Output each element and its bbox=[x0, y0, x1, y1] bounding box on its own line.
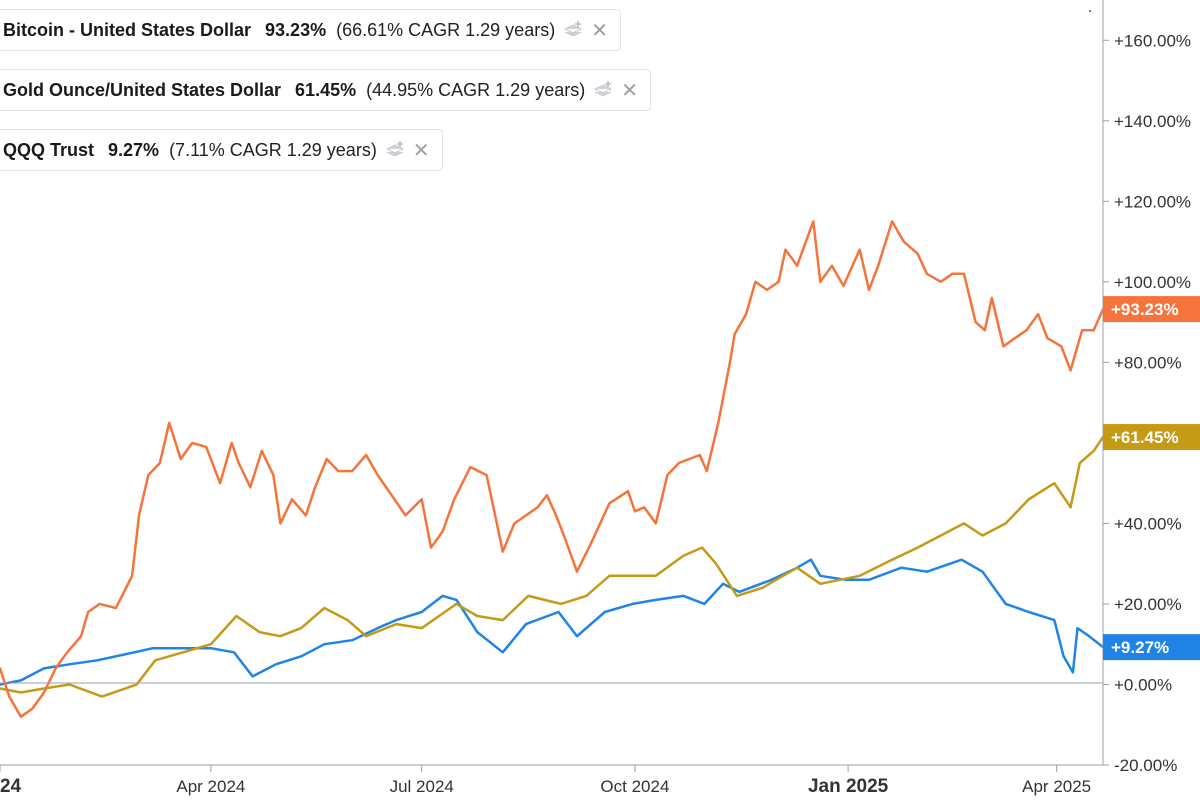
legend-item-gold[interactable]: Gold Ounce/United States Dollar 61.45% (… bbox=[0, 69, 651, 111]
add-to-stack-icon[interactable] bbox=[385, 140, 405, 160]
legend-series-return: 9.27% bbox=[108, 139, 160, 160]
legend-series-cagr: (66.61% CAGR 1.29 years) bbox=[336, 19, 556, 40]
menu-dot-icon[interactable] bbox=[1089, 10, 1091, 12]
legend-series-return: 61.45% bbox=[295, 79, 357, 100]
end-label-text: +93.23% bbox=[1111, 300, 1179, 319]
end-label-text: +61.45% bbox=[1111, 428, 1179, 447]
series-line-qqq-trust bbox=[0, 558, 1105, 686]
series-layer bbox=[0, 220, 1105, 718]
legend-item-qqq[interactable]: QQQ Trust 9.27% (7.11% CAGR 1.29 years) … bbox=[0, 129, 443, 171]
y-tick-label: +20.00% bbox=[1114, 595, 1182, 614]
x-tick-label: Apr 2024 bbox=[176, 777, 245, 796]
series-line-bitcoin-united-states-dollar bbox=[0, 220, 1105, 718]
x-axis-ticks: 2024 Apr 2024 Jul 2024 Oct 2024 Jan 2025 Apr … bbox=[0, 765, 1091, 797]
end-label-background bbox=[1103, 634, 1200, 661]
y-tick-label: +160.00% bbox=[1114, 31, 1191, 50]
series-end-label: +9.27% bbox=[1103, 634, 1200, 661]
end-label-background bbox=[1103, 296, 1200, 323]
close-icon[interactable]: ✕ bbox=[591, 19, 608, 42]
legend-series-name: Bitcoin - United States Dollar bbox=[3, 19, 252, 40]
series-line-gold-ounce-united-states-dollar bbox=[0, 435, 1105, 698]
y-tick-label: -20.00% bbox=[1114, 756, 1177, 775]
legend-series-cagr: (7.11% CAGR 1.29 years) bbox=[169, 139, 377, 160]
x-tick-label: Oct 2024 bbox=[600, 777, 669, 796]
series-end-label: +93.23% bbox=[1103, 296, 1200, 323]
legend-series-return: 93.23% bbox=[265, 19, 327, 40]
x-tick-label: Apr 2025 bbox=[1022, 777, 1091, 796]
close-icon[interactable]: ✕ bbox=[412, 139, 430, 162]
y-tick-label: +40.00% bbox=[1114, 514, 1182, 533]
legend-series-name: Gold Ounce/United States Dollar bbox=[3, 79, 282, 100]
legend-item-bitcoin[interactable]: Bitcoin - United States Dollar 93.23% (6… bbox=[0, 9, 621, 51]
end-label-text: +9.27% bbox=[1111, 638, 1169, 657]
add-to-stack-icon[interactable] bbox=[563, 20, 583, 40]
y-tick-label: +0.00% bbox=[1114, 675, 1172, 694]
y-axis-ticks: -20.00%+0.00%+20.00%+40.00%+60.00%+80.00… bbox=[1103, 31, 1191, 775]
end-label-background bbox=[1103, 424, 1200, 451]
close-icon[interactable]: ✕ bbox=[621, 79, 638, 102]
series-end-label: +61.45% bbox=[1103, 424, 1200, 451]
legend-series-name: QQQ Trust bbox=[3, 139, 95, 160]
add-to-stack-icon[interactable] bbox=[593, 80, 613, 100]
series-end-labels: +93.23% +61.45% +9.27% bbox=[1103, 296, 1200, 661]
y-tick-label: +120.00% bbox=[1114, 192, 1191, 211]
y-tick-label: +100.00% bbox=[1114, 273, 1191, 292]
x-tick-label: Jan 2025 bbox=[808, 776, 889, 797]
x-tick-label: 2024 bbox=[0, 776, 22, 797]
y-tick-label: +140.00% bbox=[1114, 112, 1191, 131]
x-tick-label: Jul 2024 bbox=[390, 777, 454, 796]
legend-series-cagr: (44.95% CAGR 1.29 years) bbox=[366, 79, 586, 100]
y-tick-label: +80.00% bbox=[1114, 353, 1182, 372]
